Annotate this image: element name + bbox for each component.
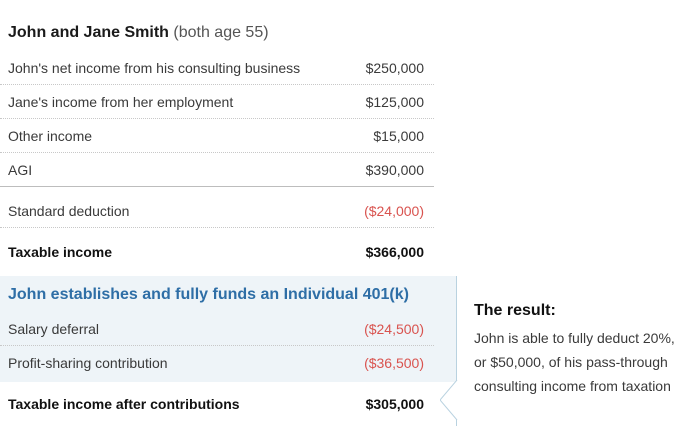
row-label: AGI (8, 161, 33, 178)
row-label: Taxable income after contributions (8, 396, 240, 412)
income-row-other: Other income $15,000 (0, 119, 434, 153)
row-value: ($24,000) (364, 202, 424, 219)
panel-divider (456, 276, 457, 426)
income-row-employment: Jane's income from her employment $125,0… (0, 85, 434, 119)
result-line: or $50,000, of his pass-through (474, 354, 668, 370)
title-subtitle: (both age 55) (173, 24, 269, 41)
taxable-income-row: Taxable income $366,000 (0, 235, 434, 269)
row-label: Other income (8, 127, 93, 144)
result-body: John is able to fully deduct 20%, or $50… (474, 326, 692, 398)
income-row-agi: AGI $390,000 (0, 153, 434, 187)
row-label: Jane's income from her employment (8, 93, 234, 110)
plan-panel (0, 276, 456, 382)
row-value: ($24,500) (364, 320, 424, 337)
row-label: Taxable income (8, 244, 113, 260)
row-label: Profit-sharing contribution (8, 355, 168, 371)
result-line: consulting income from taxation (474, 378, 671, 394)
row-value: ($36,500) (364, 355, 424, 371)
row-value: $390,000 (365, 161, 424, 178)
row-label: John's net income from his consulting bu… (8, 59, 301, 76)
page-title: John and Jane Smith (both age 55) (8, 24, 269, 42)
row-value: $366,000 (365, 244, 424, 260)
plan-row-profit-sharing: Profit-sharing contribution ($36,500) (0, 346, 434, 380)
title-names: John and Jane Smith (8, 24, 169, 41)
row-label: Standard deduction (8, 202, 130, 219)
after-contributions-row: Taxable income after contributions $305,… (0, 387, 434, 421)
row-value: $15,000 (373, 127, 424, 144)
row-label: Salary deferral (8, 320, 100, 337)
callout-pointer-icon (440, 380, 460, 420)
plan-row-salary-deferral: Salary deferral ($24,500) (0, 312, 434, 346)
result-title: The result: (474, 302, 556, 319)
plan-heading: John establishes and fully funds an Indi… (8, 286, 409, 303)
deduction-row: Standard deduction ($24,000) (0, 194, 434, 228)
result-line: John is able to fully deduct 20%, (474, 330, 675, 346)
row-value: $125,000 (365, 93, 424, 110)
row-value: $305,000 (365, 396, 424, 412)
row-value: $250,000 (365, 59, 424, 76)
income-row-consulting: John's net income from his consulting bu… (0, 51, 434, 85)
